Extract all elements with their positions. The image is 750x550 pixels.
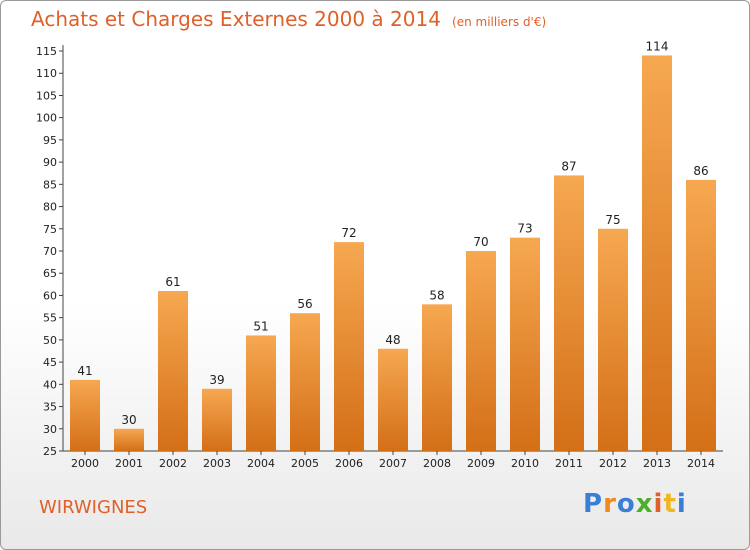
- x-tick-label: 2012: [599, 457, 627, 470]
- logo-letter: P: [583, 489, 604, 519]
- logo-letter: r: [603, 489, 617, 519]
- data-label-2013: 114: [646, 39, 669, 53]
- y-tick-label: 100: [36, 112, 57, 125]
- y-tick-label: 110: [36, 67, 57, 80]
- data-label-2004: 51: [253, 319, 268, 333]
- data-label-2002: 61: [165, 275, 180, 289]
- data-label-2005: 56: [297, 297, 312, 311]
- x-tick-label: 2009: [467, 457, 495, 470]
- y-tick-label: 45: [43, 356, 57, 369]
- y-tick-label: 55: [43, 312, 57, 325]
- bar-2007: [378, 348, 408, 451]
- bar-2006: [334, 242, 364, 451]
- y-tick-label: 85: [43, 178, 57, 191]
- chart-title: Achats et Charges Externes 2000 à 2014 (…: [31, 7, 546, 31]
- bar-2008: [422, 304, 452, 451]
- x-tick-label: 2000: [71, 457, 99, 470]
- data-label-2009: 70: [473, 235, 488, 249]
- bar-2005: [290, 313, 320, 451]
- logo-letter: o: [616, 489, 636, 519]
- logo-letter: i: [653, 489, 664, 519]
- y-tick-label: 60: [43, 289, 57, 302]
- y-tick-label: 50: [43, 334, 57, 347]
- y-tick-label: 90: [43, 156, 57, 169]
- bar-2013: [642, 55, 672, 451]
- bar-2014: [686, 179, 716, 451]
- y-tick-label: 95: [43, 134, 57, 147]
- x-tick-label: 2001: [115, 457, 143, 470]
- bar-2000: [70, 379, 100, 451]
- chart-title-main: Achats et Charges Externes 2000 à 2014: [31, 7, 441, 31]
- data-label-2008: 58: [429, 288, 444, 302]
- chart-title-unit: (en milliers d'€): [452, 15, 547, 29]
- y-tick-label: 30: [43, 423, 57, 436]
- y-tick-label: 115: [36, 45, 57, 58]
- y-tick-label: 35: [43, 401, 57, 414]
- x-tick-label: 2013: [643, 457, 671, 470]
- data-label-2011: 87: [561, 159, 576, 173]
- data-label-2000: 41: [77, 364, 92, 378]
- x-tick-label: 2006: [335, 457, 363, 470]
- bar-chart: 25 30 35 40 45 50 55 60 65 70 75 80 85 90 95 100 105 110 1…: [36, 39, 723, 470]
- bar-2002: [158, 291, 188, 451]
- bar-2003: [202, 388, 232, 451]
- y-tick-label: 40: [43, 378, 57, 391]
- x-tick-label: 2003: [203, 457, 231, 470]
- location-name: WIRWIGNES: [39, 497, 148, 518]
- x-tick-label: 2011: [555, 457, 583, 470]
- x-tick-label: 2008: [423, 457, 451, 470]
- data-label-2014: 86: [693, 164, 708, 178]
- bar-2010: [510, 237, 540, 451]
- bar-2012: [598, 228, 628, 451]
- bar-2009: [466, 251, 496, 451]
- bar-2001: [114, 428, 144, 451]
- proxiti-logo: Proxiti: [583, 489, 687, 519]
- y-tick-label: 75: [43, 223, 57, 236]
- x-tick-label: 2007: [379, 457, 407, 470]
- x-tick-label: 2002: [159, 457, 187, 470]
- data-label-2006: 72: [341, 226, 356, 240]
- y-tick-label: 80: [43, 201, 57, 214]
- y-tick-label: 65: [43, 267, 57, 280]
- logo-letter: t: [663, 489, 677, 519]
- bar-2004: [246, 335, 276, 451]
- data-label-2007: 48: [385, 333, 400, 347]
- y-tick-label: 105: [36, 89, 57, 102]
- x-tick-label: 2014: [687, 457, 715, 470]
- data-label-2003: 39: [209, 373, 224, 387]
- bar-2011: [554, 175, 584, 451]
- logo-letter: i: [676, 489, 687, 519]
- data-label-2012: 75: [605, 213, 620, 227]
- x-tick-label: 2005: [291, 457, 319, 470]
- x-tick-label: 2004: [247, 457, 275, 470]
- logo-letter: x: [635, 489, 654, 519]
- data-label-2001: 30: [121, 413, 136, 427]
- data-label-2010: 73: [517, 222, 532, 236]
- x-tick-label: 2010: [511, 457, 539, 470]
- y-tick-label: 25: [43, 445, 57, 458]
- y-tick-label: 70: [43, 245, 57, 258]
